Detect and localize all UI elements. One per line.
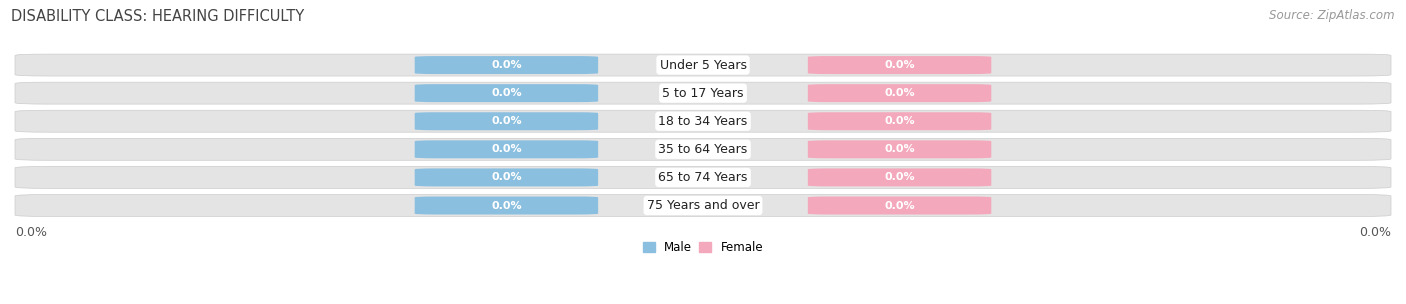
FancyBboxPatch shape xyxy=(808,196,991,215)
Text: 0.0%: 0.0% xyxy=(491,116,522,126)
Text: 0.0%: 0.0% xyxy=(884,201,915,210)
FancyBboxPatch shape xyxy=(15,195,1391,216)
Text: DISABILITY CLASS: HEARING DIFFICULTY: DISABILITY CLASS: HEARING DIFFICULTY xyxy=(11,9,305,24)
FancyBboxPatch shape xyxy=(415,56,598,74)
Legend: Male, Female: Male, Female xyxy=(638,237,768,259)
Text: Under 5 Years: Under 5 Years xyxy=(659,59,747,71)
Text: 0.0%: 0.0% xyxy=(15,226,46,239)
Text: 0.0%: 0.0% xyxy=(884,60,915,70)
Text: 18 to 34 Years: 18 to 34 Years xyxy=(658,115,748,128)
FancyBboxPatch shape xyxy=(808,56,991,74)
Text: 0.0%: 0.0% xyxy=(884,172,915,182)
FancyBboxPatch shape xyxy=(15,54,1391,76)
FancyBboxPatch shape xyxy=(15,110,1391,132)
Text: 0.0%: 0.0% xyxy=(884,116,915,126)
Text: 35 to 64 Years: 35 to 64 Years xyxy=(658,143,748,156)
Text: 0.0%: 0.0% xyxy=(884,88,915,98)
Text: 0.0%: 0.0% xyxy=(1360,226,1391,239)
FancyBboxPatch shape xyxy=(415,112,598,130)
FancyBboxPatch shape xyxy=(15,82,1391,104)
Text: 0.0%: 0.0% xyxy=(491,60,522,70)
Text: 65 to 74 Years: 65 to 74 Years xyxy=(658,171,748,184)
Text: 0.0%: 0.0% xyxy=(491,88,522,98)
Text: 0.0%: 0.0% xyxy=(491,144,522,154)
Text: 5 to 17 Years: 5 to 17 Years xyxy=(662,87,744,100)
FancyBboxPatch shape xyxy=(415,168,598,186)
FancyBboxPatch shape xyxy=(415,84,598,102)
FancyBboxPatch shape xyxy=(808,112,991,130)
FancyBboxPatch shape xyxy=(15,138,1391,160)
FancyBboxPatch shape xyxy=(808,140,991,158)
FancyBboxPatch shape xyxy=(415,196,598,215)
Text: Source: ZipAtlas.com: Source: ZipAtlas.com xyxy=(1270,9,1395,22)
Text: 0.0%: 0.0% xyxy=(491,201,522,210)
FancyBboxPatch shape xyxy=(15,167,1391,188)
FancyBboxPatch shape xyxy=(808,84,991,102)
FancyBboxPatch shape xyxy=(808,168,991,186)
Text: 0.0%: 0.0% xyxy=(491,172,522,182)
Text: 75 Years and over: 75 Years and over xyxy=(647,199,759,212)
FancyBboxPatch shape xyxy=(415,140,598,158)
Text: 0.0%: 0.0% xyxy=(884,144,915,154)
